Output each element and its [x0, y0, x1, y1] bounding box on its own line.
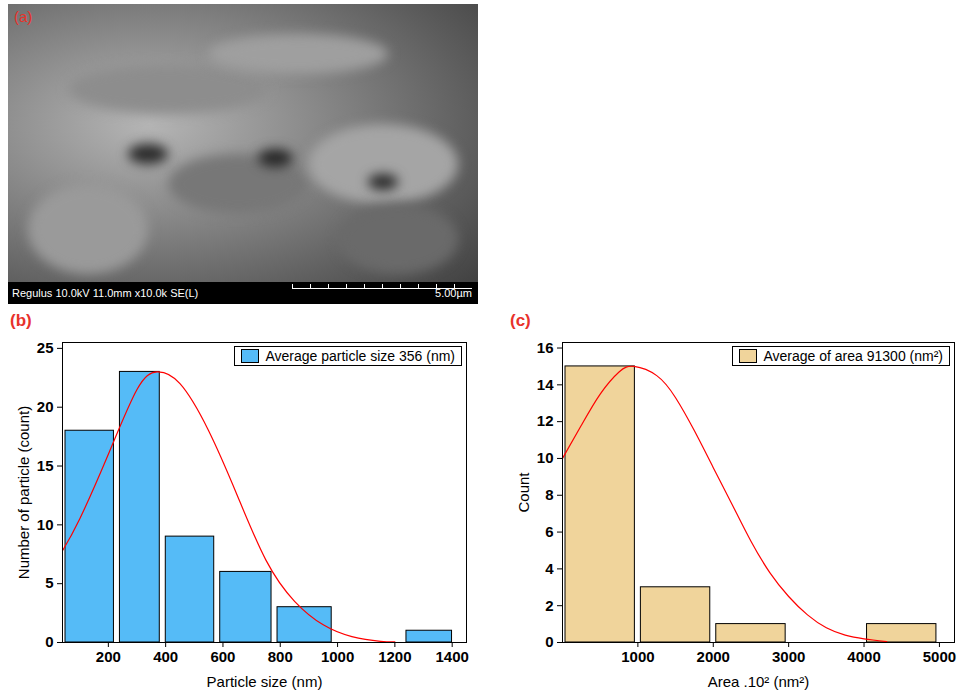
svg-text:0: 0 — [545, 633, 553, 650]
svg-text:4000: 4000 — [847, 648, 880, 665]
svg-text:600: 600 — [210, 648, 235, 665]
svg-text:2000: 2000 — [697, 648, 730, 665]
svg-text:1200: 1200 — [378, 648, 411, 665]
svg-text:8: 8 — [545, 486, 553, 503]
svg-text:20: 20 — [37, 398, 54, 415]
svg-text:Count: Count — [515, 472, 532, 513]
svg-text:4: 4 — [545, 560, 554, 577]
svg-text:0: 0 — [45, 633, 53, 650]
svg-text:Area .10² (nm²): Area .10² (nm²) — [708, 673, 810, 690]
svg-text:800: 800 — [268, 648, 293, 665]
svg-text:5000: 5000 — [923, 648, 956, 665]
html-text:(b): (b) — [10, 311, 32, 330]
html-text:5.00µm: 5.00µm — [435, 287, 472, 299]
svg-text:15: 15 — [37, 457, 54, 474]
svg-text:14: 14 — [537, 376, 554, 393]
svg-text:3000: 3000 — [772, 648, 805, 665]
svg-text:5: 5 — [45, 574, 53, 591]
svg-text:6: 6 — [545, 523, 553, 540]
svg-text:Number of particle (count): Number of particle (count) — [15, 406, 32, 579]
svg-text:1000: 1000 — [321, 648, 354, 665]
html-text:(c): (c) — [510, 311, 531, 330]
html-text:(a): (a) — [14, 8, 33, 25]
html-text:Average particle size 356 (nm): Average particle size 356 (nm) — [265, 348, 455, 364]
html-text:Regulus 10.0kV 11.0mm x10.0k S: Regulus 10.0kV 11.0mm x10.0k SE(L) — [12, 287, 199, 299]
svg-text:Particle size (nm): Particle size (nm) — [207, 673, 323, 690]
svg-text:25: 25 — [37, 339, 54, 356]
svg-text:10: 10 — [37, 516, 54, 533]
svg-text:1400: 1400 — [435, 648, 468, 665]
svg-text:1000: 1000 — [621, 648, 654, 665]
svg-text:400: 400 — [153, 648, 178, 665]
svg-text:10: 10 — [537, 449, 554, 466]
svg-text:12: 12 — [537, 412, 554, 429]
svg-text:2: 2 — [545, 596, 553, 613]
html-text:Average of area 91300 (nm²): Average of area 91300 (nm²) — [763, 348, 943, 364]
svg-text:200: 200 — [96, 648, 121, 665]
svg-text:16: 16 — [537, 339, 554, 356]
